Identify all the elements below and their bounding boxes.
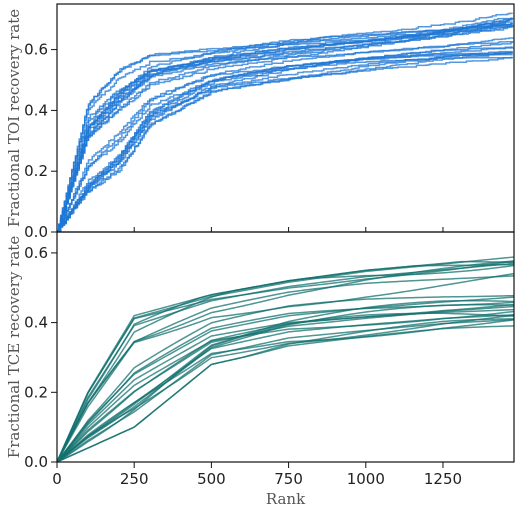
series-line (57, 260, 514, 462)
x-tick-label: 250 (120, 470, 149, 488)
plot-frame (56, 3, 515, 233)
x-tick-label: 1000 (347, 470, 385, 488)
y-axis-label: Fractional TOI recovery rate (5, 9, 23, 227)
x-tick-label: 1250 (424, 470, 462, 488)
series-line (57, 25, 514, 232)
series-group (57, 256, 514, 462)
series-line (57, 41, 514, 232)
series-line (57, 37, 514, 232)
series-line (57, 50, 513, 232)
y-tick-label: 0.6 (24, 244, 48, 262)
x-tick-label: 750 (274, 470, 303, 488)
bottom-panel: 0.0 0.2 0.4 0.6 0 250 500 750 1000 1250 Fractional… (5, 231, 515, 508)
series-line (57, 305, 514, 462)
series-line (57, 17, 513, 232)
series-line (57, 17, 514, 232)
series-group (57, 12, 514, 232)
series-line (57, 46, 513, 232)
series-line (57, 47, 514, 232)
series-line (57, 294, 514, 462)
y-tick-label: 0.0 (24, 223, 48, 241)
x-tick-label: 500 (197, 470, 226, 488)
series-line (57, 262, 514, 462)
series-line (57, 275, 514, 462)
x-tick-label: 0 (52, 470, 62, 488)
series-line (57, 301, 514, 462)
y-tick-label: 0.0 (24, 453, 48, 471)
series-line (57, 260, 514, 462)
series-line (57, 26, 513, 232)
y-tick-label: 0.2 (24, 383, 48, 401)
series-line (57, 260, 514, 462)
y-tick-label: 0.4 (24, 101, 48, 119)
series-line (57, 319, 514, 462)
y-axis-label: Fractional TCE recovery rate (5, 236, 23, 459)
series-line (57, 318, 514, 462)
y-tick-label: 0.2 (24, 162, 48, 180)
series-line (57, 310, 514, 462)
y-tick-label: 0.4 (24, 314, 48, 332)
series-line (57, 299, 514, 462)
series-line (57, 318, 514, 462)
series-line (57, 264, 514, 462)
series-line (57, 263, 514, 462)
series-line (57, 56, 513, 232)
series-line (57, 314, 514, 462)
x-axis-label: Rank (266, 490, 306, 508)
y-tick-label: 0.6 (24, 41, 48, 59)
series-line (57, 53, 513, 232)
plot-frame (56, 231, 515, 463)
series-line (57, 56, 513, 232)
